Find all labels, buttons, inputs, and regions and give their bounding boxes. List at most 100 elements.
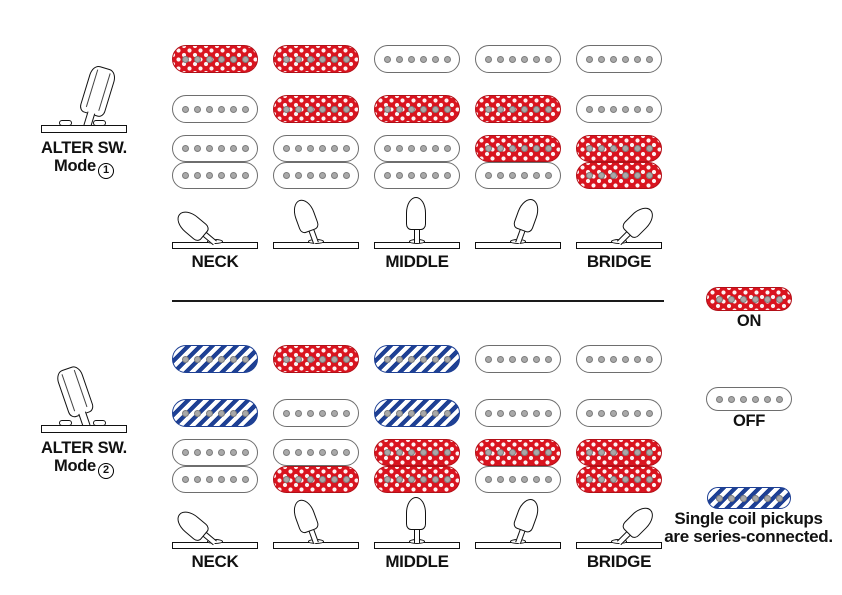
selector-base-plate — [41, 425, 127, 433]
pole-piece — [342, 449, 350, 456]
pole-piece — [342, 172, 350, 179]
pole-piece — [193, 449, 201, 456]
pole-piece — [330, 105, 338, 113]
pole-piece — [193, 355, 201, 363]
pole-piece — [443, 105, 451, 113]
pole-piece — [508, 476, 516, 483]
pickup-bridge-humbucker-top-coil-on — [576, 439, 662, 466]
lever-knob — [406, 197, 426, 230]
pole-piece — [751, 395, 759, 403]
pickup-bridge-humbucker-bottom-coil-off — [172, 466, 258, 493]
pole-piece — [217, 355, 225, 363]
pole-piece — [609, 55, 617, 63]
pole-piece — [342, 409, 350, 417]
pole-piece — [520, 172, 528, 179]
pole-piece — [715, 295, 723, 303]
pole-piece — [395, 449, 403, 456]
pole-piece — [621, 55, 629, 63]
pole-piece — [597, 172, 605, 179]
pole-piece — [544, 355, 552, 363]
pole-piece — [342, 55, 350, 63]
pickup-middle-single-off — [273, 399, 359, 427]
pole-piece — [597, 355, 605, 363]
pickup-bridge-humbucker-bottom-coil-off — [172, 162, 258, 189]
pole-piece — [585, 355, 593, 363]
pole-piece — [205, 449, 213, 456]
pole-piece — [229, 172, 237, 179]
pole-piece — [330, 55, 338, 63]
pole-piece — [621, 145, 629, 152]
pole-piece — [306, 449, 314, 456]
position-label-bridge: BRIDGE — [586, 252, 652, 271]
pole-piece — [318, 355, 326, 363]
pole-piece — [496, 172, 504, 179]
selector-lever-position-4 — [507, 496, 545, 547]
pole-piece — [205, 172, 213, 179]
pole-piece — [193, 105, 201, 113]
pole-piece — [241, 449, 249, 456]
pole-piece — [282, 355, 290, 363]
pickup-middle-single-off — [475, 399, 561, 427]
pole-piece — [443, 355, 451, 363]
pole-piece — [181, 55, 189, 63]
pole-piece — [431, 145, 439, 152]
section-divider — [172, 300, 664, 302]
legend-series-pickup — [707, 487, 791, 509]
pole-piece — [229, 449, 237, 456]
pole-piece — [229, 145, 237, 152]
pole-piece — [330, 476, 338, 483]
pole-piece — [633, 105, 641, 113]
legend-series-note: Single coil pickups are series-connected… — [655, 510, 842, 546]
mode-number-text: Mode 1 — [4, 157, 164, 179]
selector-base-plate — [41, 125, 127, 133]
pole-piece — [633, 55, 641, 63]
pole-piece — [520, 145, 528, 152]
pole-piece — [544, 172, 552, 179]
pole-piece — [739, 395, 747, 403]
pole-piece — [609, 409, 617, 417]
pole-piece — [330, 449, 338, 456]
selector-lever-position-2 — [289, 496, 327, 547]
pole-piece — [508, 55, 516, 63]
position-label-middle: MIDDLE — [385, 552, 449, 571]
selector-lever-position-2 — [289, 196, 327, 247]
pole-piece — [294, 105, 302, 113]
pole-piece — [431, 449, 439, 456]
pole-piece — [229, 476, 237, 483]
pickup-bridge-humbucker-top-coil-on — [576, 135, 662, 162]
pickup-bridge-humbucker-top-coil-off — [172, 439, 258, 466]
pole-piece — [419, 55, 427, 63]
pole-piece — [609, 355, 617, 363]
pole-piece — [532, 449, 540, 456]
pole-piece — [496, 476, 504, 483]
pole-piece — [342, 145, 350, 152]
pole-piece — [621, 172, 629, 179]
pole-piece — [205, 476, 213, 483]
pole-piece — [217, 172, 225, 179]
pole-piece — [419, 449, 427, 456]
pole-piece — [715, 494, 723, 502]
pole-piece — [181, 105, 189, 113]
pole-piece — [330, 145, 338, 152]
pole-piece — [330, 172, 338, 179]
pole-piece — [318, 409, 326, 417]
pole-piece — [205, 145, 213, 152]
pickup-neck-single-off — [576, 45, 662, 73]
pole-piece — [241, 172, 249, 179]
pole-piece — [585, 449, 593, 456]
pole-piece — [739, 494, 747, 502]
pole-piece — [597, 449, 605, 456]
pole-piece — [544, 449, 552, 456]
pickup-middle-single-series — [172, 399, 258, 427]
lever-knob — [512, 196, 543, 234]
pole-piece — [520, 105, 528, 113]
pole-piece — [532, 55, 540, 63]
pole-piece — [431, 355, 439, 363]
pole-piece — [229, 409, 237, 417]
pole-piece — [205, 55, 213, 63]
pole-piece — [181, 355, 189, 363]
pole-piece — [229, 355, 237, 363]
pole-piece — [621, 449, 629, 456]
lever-facet-line — [98, 73, 111, 111]
pole-piece — [419, 172, 427, 179]
